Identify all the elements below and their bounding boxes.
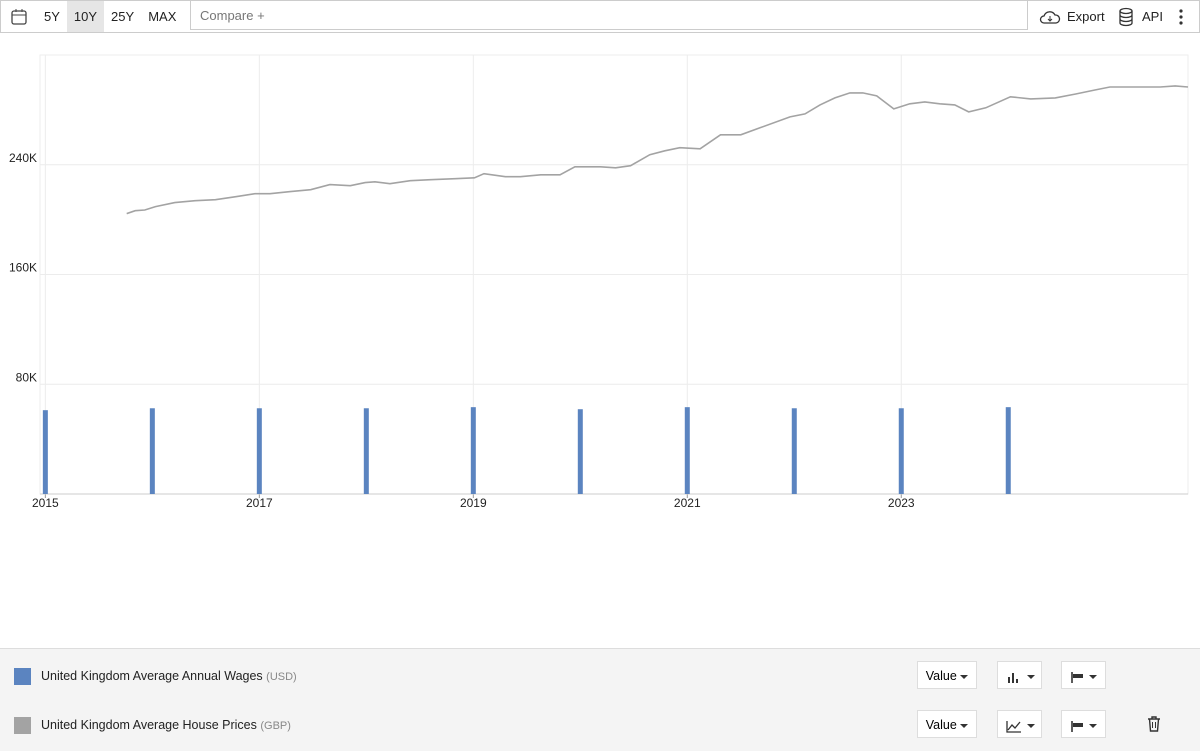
x-tick-label: 2019 bbox=[460, 496, 487, 510]
export-icon[interactable] bbox=[1039, 8, 1061, 26]
axis-dropdown[interactable] bbox=[1061, 710, 1106, 738]
chart: 80K 160K 240K 2015 2017 2019 2021 2023 bbox=[9, 54, 1189, 510]
toolbar: 5Y 10Y 25Y MAX Compare + Export API bbox=[0, 0, 1200, 33]
range-group: 5Y 10Y 25Y MAX bbox=[37, 1, 183, 32]
legend-swatch bbox=[14, 717, 31, 734]
bar bbox=[256, 408, 262, 494]
bar bbox=[898, 408, 904, 494]
value-dropdown[interactable]: Value bbox=[917, 710, 977, 738]
range-button[interactable]: 5Y bbox=[44, 9, 60, 24]
compare-input[interactable]: Compare + bbox=[190, 1, 1028, 30]
delete-icon[interactable] bbox=[1146, 715, 1162, 733]
caret bbox=[960, 724, 969, 728]
series-unit: (GBP) bbox=[260, 720, 291, 732]
type-icon bbox=[1007, 672, 1018, 683]
axis-icon bbox=[1070, 720, 1083, 732]
range-button[interactable]: 10Y bbox=[66, 1, 105, 32]
chart-type-dropdown[interactable] bbox=[997, 661, 1042, 689]
bar bbox=[684, 407, 690, 494]
api-icon[interactable] bbox=[1118, 7, 1134, 27]
menu-icon[interactable] bbox=[1177, 8, 1185, 26]
bar bbox=[42, 410, 48, 494]
range-button[interactable]: MAX bbox=[148, 9, 177, 24]
y-tick-label: 240K bbox=[9, 151, 37, 165]
export-button[interactable]: Export bbox=[1067, 9, 1105, 24]
caret bbox=[1027, 724, 1036, 728]
type-icon bbox=[1006, 720, 1021, 733]
value-label: Value bbox=[925, 669, 957, 683]
bar bbox=[577, 409, 583, 494]
bar bbox=[791, 408, 797, 494]
bar bbox=[1005, 407, 1011, 494]
caret bbox=[1027, 675, 1036, 679]
bar bbox=[363, 408, 369, 494]
line bbox=[126, 85, 1189, 215]
value-label: Value bbox=[925, 718, 957, 732]
series-name: United Kingdom Average House Prices bbox=[41, 718, 257, 732]
x-tick-label: 2021 bbox=[674, 496, 701, 510]
legend-label: United Kingdom Average House Prices (GBP… bbox=[41, 718, 291, 732]
x-tick-label: 2017 bbox=[246, 496, 273, 510]
legend-label: United Kingdom Average Annual Wages (USD… bbox=[41, 669, 297, 683]
bar bbox=[149, 408, 155, 494]
axis-icon bbox=[1070, 671, 1083, 683]
caret bbox=[960, 675, 969, 679]
legend-panel: United Kingdom Average Annual Wages (USD… bbox=[0, 648, 1200, 751]
bar bbox=[470, 407, 476, 494]
y-tick-label: 80K bbox=[16, 370, 37, 384]
legend-row: United Kingdom Average House Prices (GBP… bbox=[0, 710, 1200, 740]
calendar-icon[interactable] bbox=[10, 8, 28, 26]
x-tick-label: 2023 bbox=[888, 496, 915, 510]
legend-swatch bbox=[14, 668, 31, 685]
value-dropdown[interactable]: Value bbox=[917, 661, 977, 689]
x-tick-label: 2015 bbox=[32, 496, 59, 510]
range-button[interactable]: 25Y bbox=[111, 9, 135, 24]
chart-type-dropdown[interactable] bbox=[997, 710, 1042, 738]
api-button[interactable]: API bbox=[1142, 9, 1163, 24]
y-tick-label: 160K bbox=[9, 261, 37, 275]
caret bbox=[1089, 675, 1098, 679]
legend-row: United Kingdom Average Annual Wages (USD… bbox=[0, 661, 1200, 691]
series-name: United Kingdom Average Annual Wages bbox=[41, 669, 263, 683]
axis-dropdown[interactable] bbox=[1061, 661, 1106, 689]
caret bbox=[1089, 724, 1098, 728]
series-unit: (USD) bbox=[266, 671, 297, 683]
